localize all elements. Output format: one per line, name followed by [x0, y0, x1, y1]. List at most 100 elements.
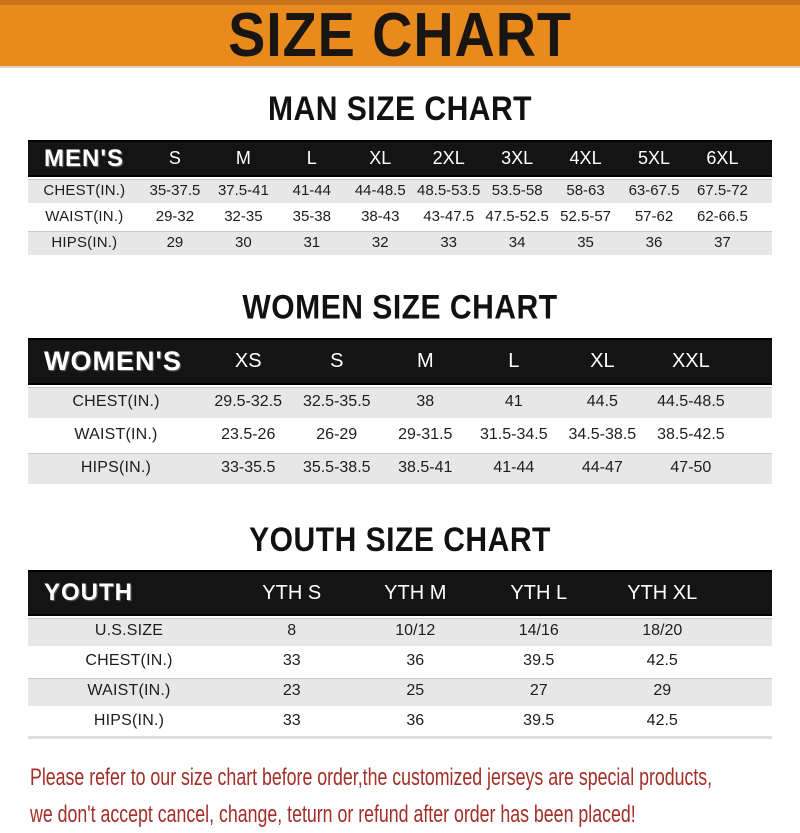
size-value-cell: 36	[353, 706, 477, 736]
youth-table-header-row: YOUTH YTH S YTH M YTH L YTH XL	[28, 570, 772, 616]
table-row: CHEST(IN.) 35-37.5 37.5-41 41-44 44-48.5 48.5…	[28, 177, 772, 203]
page-title: SIZE CHART	[228, 0, 572, 70]
size-value-cell: 35.5-38.5	[292, 451, 382, 484]
size-value-cell: 39.5	[477, 646, 601, 676]
size-value-cell: 41	[469, 385, 559, 418]
size-value-cell: 47-50	[646, 451, 736, 484]
size-column-header: 6XL	[688, 140, 757, 177]
table-corner-label: YOUTH	[28, 570, 230, 616]
row-filler	[724, 646, 772, 676]
row-filler	[735, 418, 772, 451]
size-value-cell: 35-38	[277, 203, 347, 229]
size-column-header: 3XL	[482, 140, 552, 177]
size-value-cell: 44.5-48.5	[646, 385, 736, 418]
size-column-header: M	[381, 338, 470, 385]
men-table-body: CHEST(IN.) 35-37.5 37.5-41 41-44 44-48.5 48.5…	[28, 177, 772, 255]
size-value-cell: 23	[230, 676, 354, 706]
size-value-cell: 38	[381, 385, 470, 418]
row-label: U.S.SIZE	[28, 616, 230, 646]
size-column-header: XL	[558, 338, 647, 385]
size-value-cell: 42.5	[600, 646, 724, 676]
size-column-header: 4XL	[551, 140, 620, 177]
table-row: U.S.SIZE 8 10/12 14/16 18/20	[28, 616, 772, 646]
size-value-cell: 33	[230, 646, 354, 676]
size-column-header: YTH M	[353, 570, 477, 616]
row-label: CHEST(IN.)	[28, 385, 204, 418]
banner: SIZE CHART	[0, 0, 800, 68]
size-value-cell: 43-47.5	[414, 203, 483, 229]
size-value-cell: 32	[346, 229, 415, 255]
women-size-table: WOMEN'S XS S M L XL XXL CHEST(IN.) 29.5-32.5 32.…	[28, 338, 772, 484]
row-filler	[756, 177, 772, 203]
size-value-cell: 35	[551, 229, 620, 255]
section-women: WOMEN SIZE CHART WOMEN'S XS S M L XL XXL CHEST…	[0, 255, 800, 484]
footer-notice: Please refer to our size chart before or…	[30, 759, 800, 833]
row-filler	[724, 706, 772, 736]
size-value-cell: 34.5-38.5	[558, 418, 647, 451]
size-value-cell: 29.5-32.5	[203, 385, 293, 418]
men-section-title: MAN SIZE CHART	[267, 89, 533, 128]
size-value-cell: 10/12	[353, 616, 477, 646]
women-table-body: CHEST(IN.) 29.5-32.5 32.5-35.5 38 41 44.5 44.5…	[28, 385, 772, 484]
size-value-cell: 47.5-52.5	[482, 203, 552, 229]
row-label: HIPS(IN.)	[28, 229, 141, 255]
row-label: HIPS(IN.)	[28, 706, 230, 736]
size-value-cell: 32-35	[209, 203, 278, 229]
size-value-cell: 53.5-58	[482, 177, 552, 203]
size-value-cell: 67.5-72	[688, 177, 757, 203]
size-column-header: L	[277, 140, 347, 177]
size-value-cell: 36	[353, 646, 477, 676]
size-value-cell: 39.5	[477, 706, 601, 736]
size-column-header: XL	[346, 140, 415, 177]
row-filler	[756, 203, 772, 229]
size-value-cell: 27	[477, 676, 601, 706]
size-value-cell: 36	[619, 229, 689, 255]
size-column-header: XS	[203, 338, 293, 385]
row-label: CHEST(IN.)	[28, 646, 230, 676]
men-size-table: MEN'S S M L XL 2XL 3XL 4XL 5XL 6XL CHEST(IN.) 35-3…	[28, 140, 772, 255]
size-value-cell: 62-66.5	[688, 203, 757, 229]
youth-section-title: YOUTH SIZE CHART	[249, 520, 551, 559]
size-value-cell: 29-31.5	[381, 418, 470, 451]
size-value-cell: 38.5-42.5	[646, 418, 736, 451]
size-column-header: YTH S	[230, 570, 354, 616]
youth-table-body: U.S.SIZE 8 10/12 14/16 18/20 CHEST(IN.) 33 36 39…	[28, 616, 772, 736]
size-value-cell: 33	[414, 229, 483, 255]
size-column-header: YTH XL	[600, 570, 724, 616]
size-value-cell: 34	[482, 229, 552, 255]
size-value-cell: 35-37.5	[140, 177, 210, 203]
size-value-cell: 23.5-26	[203, 418, 293, 451]
row-label: CHEST(IN.)	[28, 177, 141, 203]
size-value-cell: 29-32	[140, 203, 210, 229]
row-filler	[724, 616, 772, 646]
size-value-cell: 30	[209, 229, 278, 255]
size-value-cell: 29	[600, 676, 724, 706]
youth-size-table: YOUTH YTH S YTH M YTH L YTH XL U.S.SIZE 8 10/1…	[28, 570, 772, 739]
section-youth: YOUTH SIZE CHART YOUTH YTH S YTH M YTH L YTH…	[0, 484, 800, 739]
header-filler	[735, 338, 772, 385]
size-value-cell: 32.5-35.5	[292, 385, 382, 418]
size-column-header: S	[140, 140, 210, 177]
size-value-cell: 41-44	[277, 177, 347, 203]
size-value-cell: 63-67.5	[619, 177, 689, 203]
size-column-header: YTH L	[477, 570, 601, 616]
size-column-header: M	[209, 140, 278, 177]
table-row: HIPS(IN.) 29 30 31 32 33 34 35 36 37	[28, 229, 772, 255]
row-filler	[724, 676, 772, 706]
table-row: WAIST(IN.) 29-32 32-35 35-38 38-43 43-47.5 47.…	[28, 203, 772, 229]
table-corner-label: MEN'S	[28, 140, 141, 177]
size-value-cell: 29	[140, 229, 210, 255]
row-filler	[756, 229, 772, 255]
size-value-cell: 52.5-57	[551, 203, 620, 229]
women-table-header-row: WOMEN'S XS S M L XL XXL	[28, 338, 772, 385]
row-label: WAIST(IN.)	[28, 203, 141, 229]
table-row: CHEST(IN.) 29.5-32.5 32.5-35.5 38 41 44.5 44.5…	[28, 385, 772, 418]
row-filler	[735, 451, 772, 484]
size-value-cell: 25	[353, 676, 477, 706]
size-value-cell: 44-48.5	[346, 177, 415, 203]
size-column-header: 5XL	[619, 140, 689, 177]
size-value-cell: 37	[688, 229, 757, 255]
men-table-header-row: MEN'S S M L XL 2XL 3XL 4XL 5XL 6XL	[28, 140, 772, 177]
size-column-header: L	[469, 338, 559, 385]
